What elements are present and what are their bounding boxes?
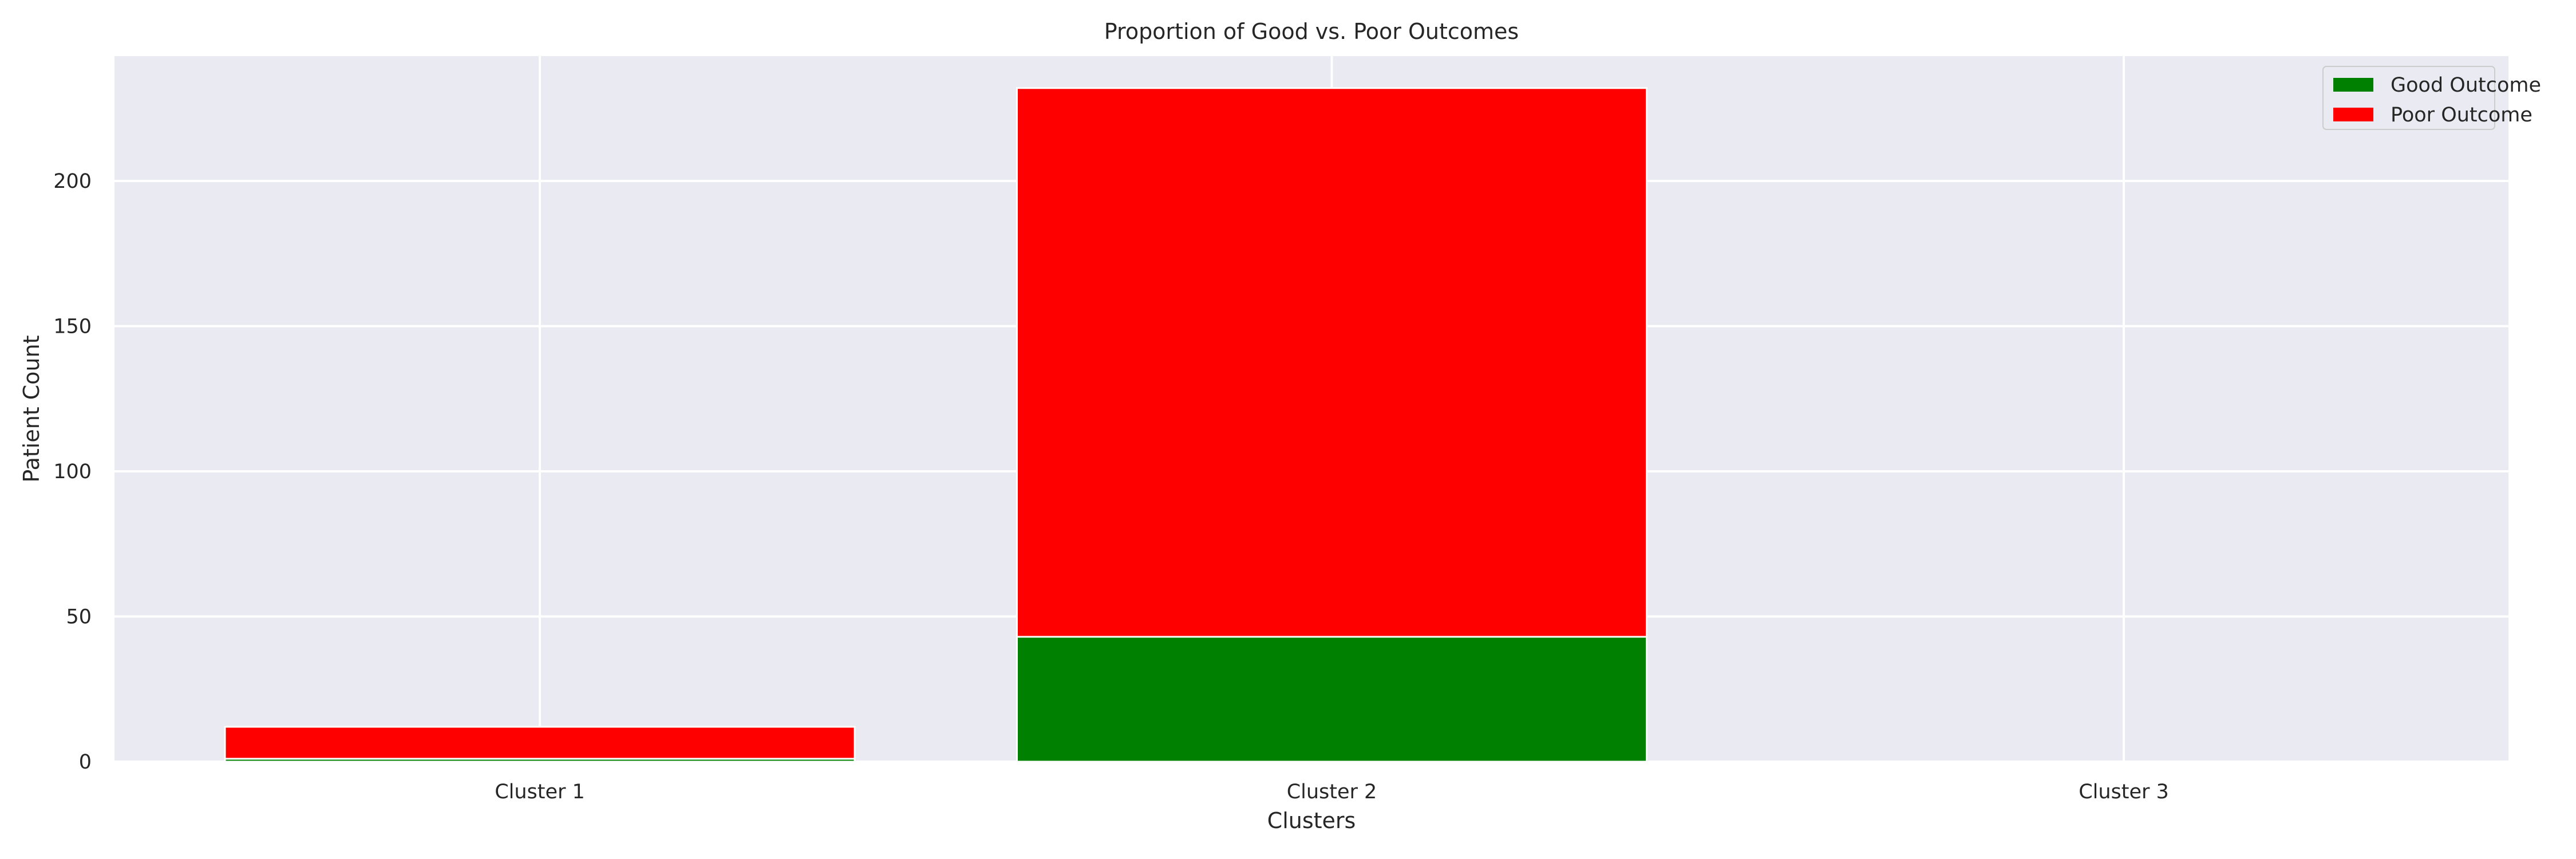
x-tick-label: Cluster 1 [495,781,585,803]
y-tick-label: 50 [66,606,92,629]
legend-label: Poor Outcome [2391,104,2532,127]
x-tick-label: Cluster 2 [1287,781,1377,803]
x-tick-label: Cluster 3 [2079,781,2169,803]
legend: Good Outcome Poor Outcome [2322,66,2541,130]
legend-swatch [2333,78,2373,92]
y-tick-label: 200 [53,170,92,193]
legend-label: Good Outcome [2391,74,2541,97]
chart-title: Proportion of Good vs. Poor Outcomes [1104,19,1519,44]
y-tick-label: 150 [53,316,92,338]
x-axis-label: Clusters [1267,808,1356,833]
x-axis-ticks: Cluster 1 Cluster 2 Cluster 3 [495,781,2169,803]
bar-good-outcome-2 [1016,636,1647,763]
y-tick-label: 0 [79,751,92,774]
legend-swatch [2333,108,2373,121]
bar-poor-outcome-2 [1016,87,1647,638]
bars [224,87,1647,763]
bar-poor-outcome-1 [224,726,856,760]
y-axis-ticks: 0 50 100 150 200 [53,170,92,774]
y-axis-label: Patient Count [19,335,44,482]
y-tick-label: 100 [53,460,92,483]
